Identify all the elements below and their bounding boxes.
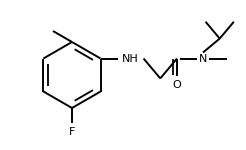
- Text: NH: NH: [122, 54, 139, 63]
- Text: O: O: [173, 81, 181, 90]
- Text: N: N: [199, 54, 207, 63]
- Text: F: F: [69, 127, 75, 137]
